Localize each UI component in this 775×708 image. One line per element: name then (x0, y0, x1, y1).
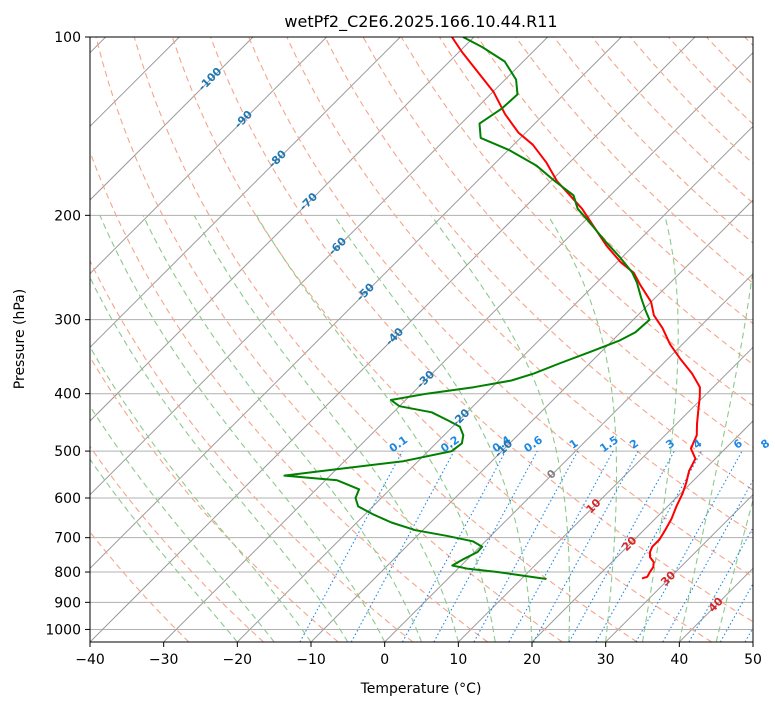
isotherm-line (531, 420, 753, 642)
x-tick-label: −20 (223, 652, 253, 668)
x-tick-label: 30 (597, 652, 615, 668)
mixing-ratio-line (533, 450, 639, 642)
moist-adiabat-line (90, 276, 349, 642)
mixing-ratio-line (688, 526, 753, 642)
dewpoint-line (283, 37, 651, 580)
dry-adiabat-line (515, 37, 753, 284)
isotherm-line (90, 37, 401, 349)
y-axis-label: Pressure (hPa) (12, 289, 28, 389)
y-tick-label: 400 (54, 387, 81, 403)
x-tick-label: −40 (75, 652, 105, 668)
x-tick-label: 50 (744, 652, 762, 668)
dry-adiabat-line (133, 37, 638, 642)
mixing-ratio-line (350, 450, 455, 642)
moist-adiabat-line (430, 214, 571, 642)
moist-adiabat-line (678, 265, 753, 642)
mixing-ratio-line (635, 450, 743, 642)
moist-adiabat-line (333, 214, 533, 642)
mixing-ratio-line (662, 479, 753, 642)
isotherm-line (163, 51, 753, 642)
dry-adiabat-line (171, 37, 712, 642)
y-tick-label: 900 (54, 595, 81, 611)
moist-adiabat-line (90, 345, 312, 642)
dry-adiabat-line (324, 37, 753, 491)
isotherm-line (90, 37, 254, 201)
isotherm-line (457, 346, 753, 642)
chart-title: wetPf2_C2E6.2025.166.10.44.R11 (284, 12, 557, 32)
mixing-ratio-line (508, 450, 614, 642)
isotherm-line (236, 125, 753, 642)
mixing-ratio-line (473, 450, 579, 642)
mixing-ratio-line (299, 450, 403, 642)
background-lines (90, 37, 753, 642)
series-lines (283, 37, 701, 580)
x-tick-label: 10 (449, 652, 467, 668)
isotherm-line (90, 37, 549, 496)
y-tick-label: 200 (54, 208, 81, 224)
isotherm-line (384, 272, 753, 642)
y-tick-label: 1000 (45, 622, 81, 638)
dry-adiabat-line (95, 37, 563, 642)
dry-adiabat-line (90, 259, 414, 642)
y-tick-label: 500 (54, 444, 81, 460)
mixing-ratio-line (595, 450, 703, 642)
x-tick-label: 40 (670, 652, 688, 668)
dry-adiabat-line (209, 37, 753, 623)
plot-background (90, 37, 753, 642)
axes: −40 −30 −20 −10 0 10 20 30 40 50 100 200 300 400 500 60… (45, 30, 762, 668)
dry-adiabat-line (248, 37, 753, 578)
x-tick-label: −30 (149, 652, 179, 668)
isotherm-line (605, 493, 753, 642)
x-tick-label: 0 (380, 652, 389, 668)
moist-adiabat-line (547, 215, 618, 642)
y-tick-label: 300 (54, 313, 81, 329)
mixing-ratio-line (433, 450, 538, 642)
dry-adiabat-line (90, 445, 264, 642)
isotherm-line (90, 37, 328, 275)
x-tick-label: 20 (523, 652, 541, 668)
isotherm-line (752, 641, 753, 642)
mixing-ratio-line (401, 450, 507, 642)
isotherm-line (90, 37, 622, 570)
plot-frame (89, 36, 754, 643)
y-tick-label: 700 (54, 531, 81, 547)
moist-adiabat-line (99, 215, 386, 642)
moist-adiabat-line (193, 215, 459, 642)
moist-adiabat-line (641, 215, 679, 642)
mixing-ratio-line (568, 450, 675, 642)
mixing-ratio-label: 8 (758, 437, 772, 452)
x-tick-label: −10 (296, 652, 326, 668)
isotherm-line (90, 37, 475, 422)
y-tick-label: 600 (54, 491, 81, 507)
moist-adiabat-line (142, 215, 423, 642)
x-axis-label: Temperature (°C) (360, 681, 482, 697)
y-tick-label: 100 (54, 30, 81, 46)
temperature-line (451, 37, 701, 580)
mixing-ratio-line (719, 582, 753, 642)
dry-adiabat-line (90, 356, 339, 642)
moist-adiabat-line (90, 405, 275, 642)
y-tick-label: 800 (54, 565, 81, 581)
moist-adiabat-line (90, 458, 238, 642)
